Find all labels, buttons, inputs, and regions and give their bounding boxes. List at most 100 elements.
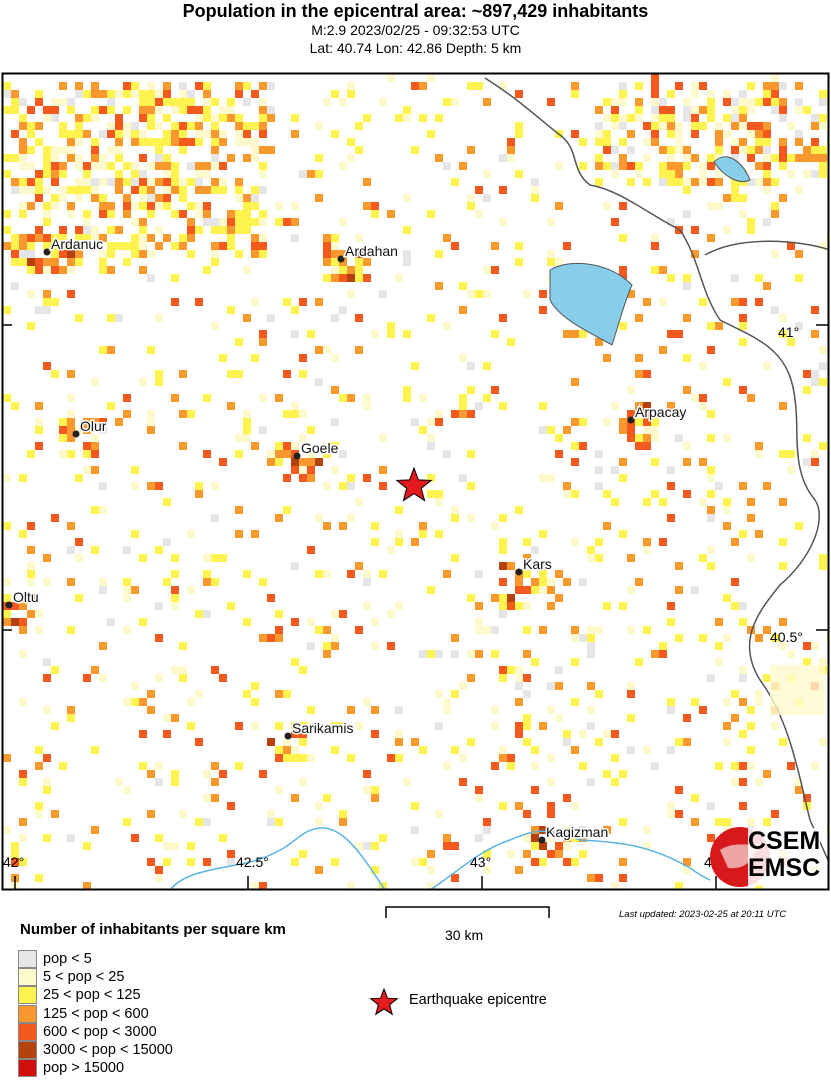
population-cell [683,186,691,194]
population-cell [131,466,139,474]
population-cell [331,354,339,362]
population-cell [539,722,547,730]
population-cell [795,274,803,282]
population-cell [123,178,131,186]
legend-label: pop > 15000 [43,1060,125,1077]
city-dot [627,416,635,424]
population-cell [171,130,179,138]
population-cell [171,394,179,402]
population-cell [451,842,459,850]
population-cell [219,242,227,250]
population-cell [739,114,747,122]
legend-label: pop < 5 [43,951,92,967]
population-cell [3,82,11,90]
population-cell [99,642,107,650]
population-cell [123,82,131,90]
population-cell [603,130,611,138]
population-cell [211,114,219,122]
population-cell [347,474,355,482]
population-cell [531,746,539,754]
population-cell [59,98,67,106]
population-cell [523,586,531,594]
population-cell [179,130,187,138]
population-cell [411,538,419,546]
population-cell [139,106,147,114]
population-cell [771,722,779,730]
population-cell [83,210,91,218]
population-cell [363,474,371,482]
population-cell [435,690,443,698]
population-cell [67,890,75,898]
population-cell [339,306,347,314]
population-cell [83,218,91,226]
population-cell [355,314,363,322]
population-cell [787,338,795,346]
population-cell [723,738,731,746]
population-cell [651,82,659,90]
population-cell [803,170,811,178]
population-cell [707,410,715,418]
population-cell [131,162,139,170]
population-cell [235,762,243,770]
population-cell [3,618,11,626]
population-cell [475,618,483,626]
legend-item: 5 < pop < 25 [18,968,124,987]
population-cell [355,146,363,154]
population-cell [723,434,731,442]
population-cell [395,730,403,738]
population-cell [19,138,27,146]
population-cell [163,234,171,242]
population-cell [635,442,643,450]
population-cell [211,146,219,154]
population-cell [491,626,499,634]
population-cell [3,610,11,618]
population-cell [499,82,507,90]
population-cell [627,410,635,418]
population-cell [507,146,515,154]
population-cell [411,802,419,810]
population-cell [259,330,267,338]
population-cell [659,650,667,658]
population-cell [739,90,747,98]
population-cell [283,754,291,762]
population-cell [155,674,163,682]
population-cell [27,122,35,130]
population-cell [67,210,75,218]
population-cell [555,450,563,458]
population-cell [323,450,331,458]
population-cell [643,746,651,754]
population-cell [675,130,683,138]
population-cell [563,330,571,338]
population-cell [275,690,283,698]
population-cell [147,202,155,210]
population-cell [355,274,363,282]
population-cell [155,874,163,882]
city-label: Kagizman [546,824,608,840]
population-cell [203,130,211,138]
population-cell [659,266,667,274]
population-cell [235,122,243,130]
population-cell [643,298,651,306]
population-cell [275,202,283,210]
population-cell [123,546,131,554]
population-cell [531,586,539,594]
population-cell [659,298,667,306]
population-cell [227,210,235,218]
population-cell [339,394,347,402]
population-cell [731,274,739,282]
population-cell [499,538,507,546]
population-cell [187,234,195,242]
population-cell [323,258,331,266]
population-cell [315,866,323,874]
population-cell [451,514,459,522]
population-cell [187,586,195,594]
population-cell [803,106,811,114]
population-cell [603,770,611,778]
population-cell [627,626,635,634]
population-cell [427,434,435,442]
population-cell [363,394,371,402]
population-cell [707,162,715,170]
population-cell [59,146,67,154]
population-cell [107,346,115,354]
population-cell [547,802,555,810]
